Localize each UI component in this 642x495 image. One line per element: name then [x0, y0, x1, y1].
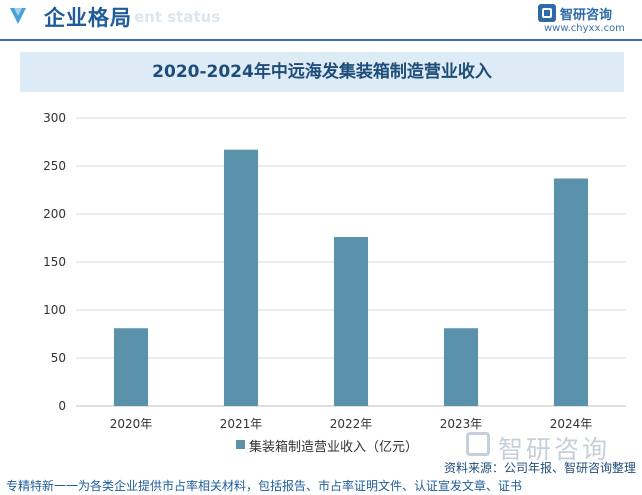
brand-url: www.chyxx.com	[544, 23, 625, 34]
watermark-text: 智研咨询	[498, 435, 611, 464]
section-title: 企业格局	[44, 6, 132, 30]
footer-banner: 专精特新一一为各类企业提供市占率相关材料，包括报告、市占率证明文件、认证宣发文章…	[6, 479, 523, 493]
header-mark-icon	[10, 8, 26, 24]
y-tick-label: 300	[43, 111, 66, 125]
x-tick-label: 2020年	[110, 417, 153, 431]
bar	[333, 237, 369, 406]
y-tick-label: 150	[43, 255, 66, 269]
section-subtitle: ent status	[134, 8, 221, 26]
y-tick-label: 50	[51, 351, 66, 365]
brand-block: 智研咨询 www.chyxx.com	[538, 3, 634, 35]
x-tick-label: 2022年	[330, 417, 373, 431]
chart-title: 2020-2024年中远海发集装箱制造营业收入	[152, 62, 492, 82]
bar	[443, 328, 479, 406]
brand-logo-icon	[538, 4, 556, 22]
chart-title-band: 2020-2024年中远海发集装箱制造营业收入	[20, 52, 624, 92]
header-divider	[0, 39, 642, 41]
y-tick-label: 100	[43, 303, 66, 317]
y-tick-label: 200	[43, 207, 66, 221]
watermark-logo: 智研咨询	[466, 430, 626, 464]
source-note: 资料来源：公司年报、智研咨询整理	[443, 461, 636, 475]
x-tick-label: 2024年	[550, 417, 593, 431]
legend-swatch	[236, 440, 245, 449]
bar	[113, 328, 149, 406]
bar	[223, 149, 259, 406]
x-tick-label: 2021年	[220, 417, 263, 431]
y-tick-label: 250	[43, 159, 66, 173]
watermark-mark-icon	[466, 432, 490, 456]
bar	[553, 178, 589, 406]
page-header: 企业格局 ent status 智研咨询 www.chyxx.com	[0, 0, 642, 36]
brand-name: 智研咨询	[560, 8, 613, 23]
legend-label: 集装箱制造营业收入（亿元）	[249, 440, 419, 455]
y-tick-label: 0	[58, 399, 66, 413]
x-tick-label: 2023年	[440, 417, 483, 431]
